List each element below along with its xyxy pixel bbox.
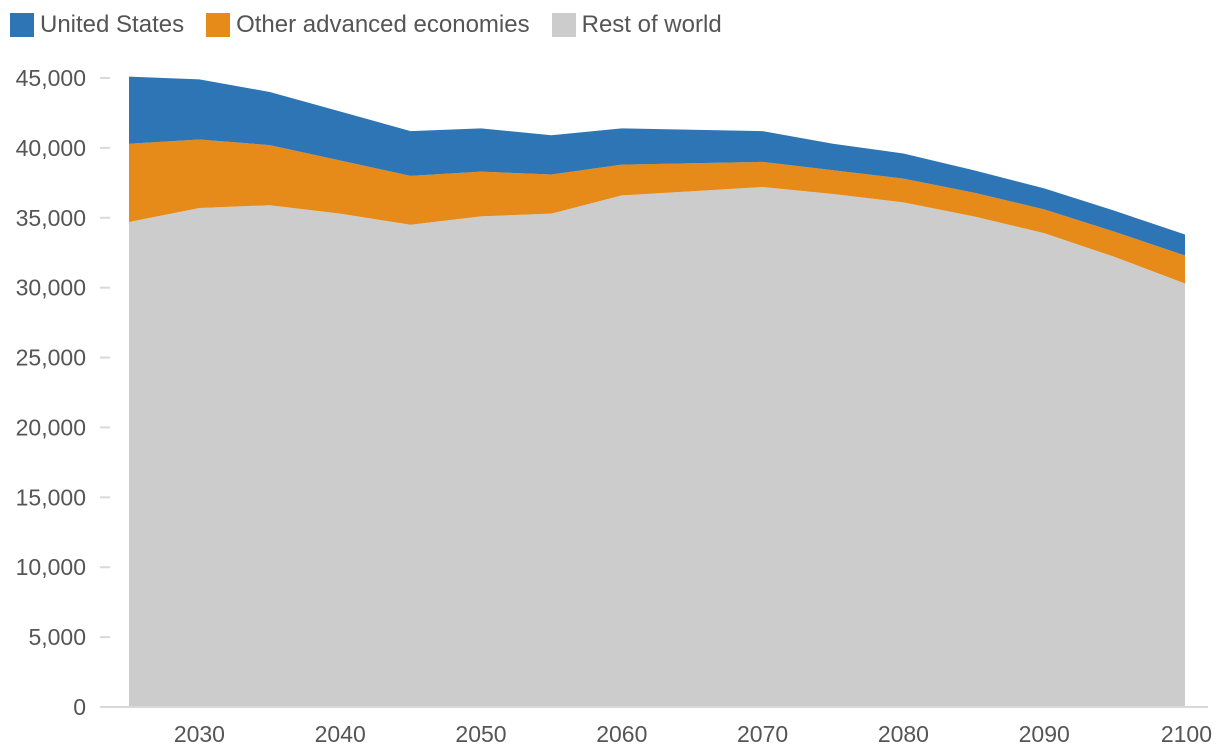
- x-tick-label: 2070: [737, 721, 788, 747]
- y-tick-label: 5,000: [28, 624, 86, 650]
- legend-item-united-states: United States: [10, 11, 184, 39]
- y-tick-label: 30,000: [16, 275, 86, 301]
- y-tick-label: 35,000: [16, 205, 86, 231]
- legend-swatch-other-advanced-economies: [206, 13, 231, 37]
- y-tick-label: 45,000: [16, 65, 86, 91]
- x-tick-label: 2030: [174, 721, 225, 747]
- x-tick-label: 2080: [878, 721, 929, 747]
- area-other-advanced-economies: [129, 139, 1185, 284]
- x-tick-label: 2100: [1161, 721, 1212, 747]
- x-tick-label: 2050: [455, 721, 506, 747]
- y-tick-label: 10,000: [16, 554, 86, 580]
- x-tick-label: 2060: [596, 721, 647, 747]
- x-tick-label: 2090: [1019, 721, 1070, 747]
- area-layer: [129, 76, 1185, 707]
- chart-legend: United States Other advanced economies R…: [10, 10, 744, 40]
- y-tick-label: 40,000: [16, 135, 86, 161]
- x-tick-label: 2040: [315, 721, 366, 747]
- axes-layer: 0 5,000 10,000 15,000 20,000 25,000 30,000 35,0…: [16, 65, 1212, 747]
- area-united-states: [129, 76, 1185, 256]
- y-tick-label: 0: [73, 694, 86, 720]
- legend-label-other-advanced-economies: Other advanced economies: [236, 11, 530, 38]
- legend-swatch-rest-of-world: [551, 13, 576, 37]
- y-tick-label: 25,000: [16, 345, 86, 371]
- legend-item-other-advanced-economies: Other advanced economies: [206, 11, 530, 39]
- legend-label-rest-of-world: Rest of world: [581, 11, 722, 38]
- legend-item-rest-of-world: Rest of world: [551, 11, 722, 39]
- legend-swatch-united-states: [10, 13, 34, 37]
- legend-label-united-states: United States: [40, 11, 185, 38]
- area-rest-of-world: [129, 187, 1185, 707]
- y-tick-label: 15,000: [16, 484, 86, 510]
- y-tick-label: 20,000: [16, 414, 86, 440]
